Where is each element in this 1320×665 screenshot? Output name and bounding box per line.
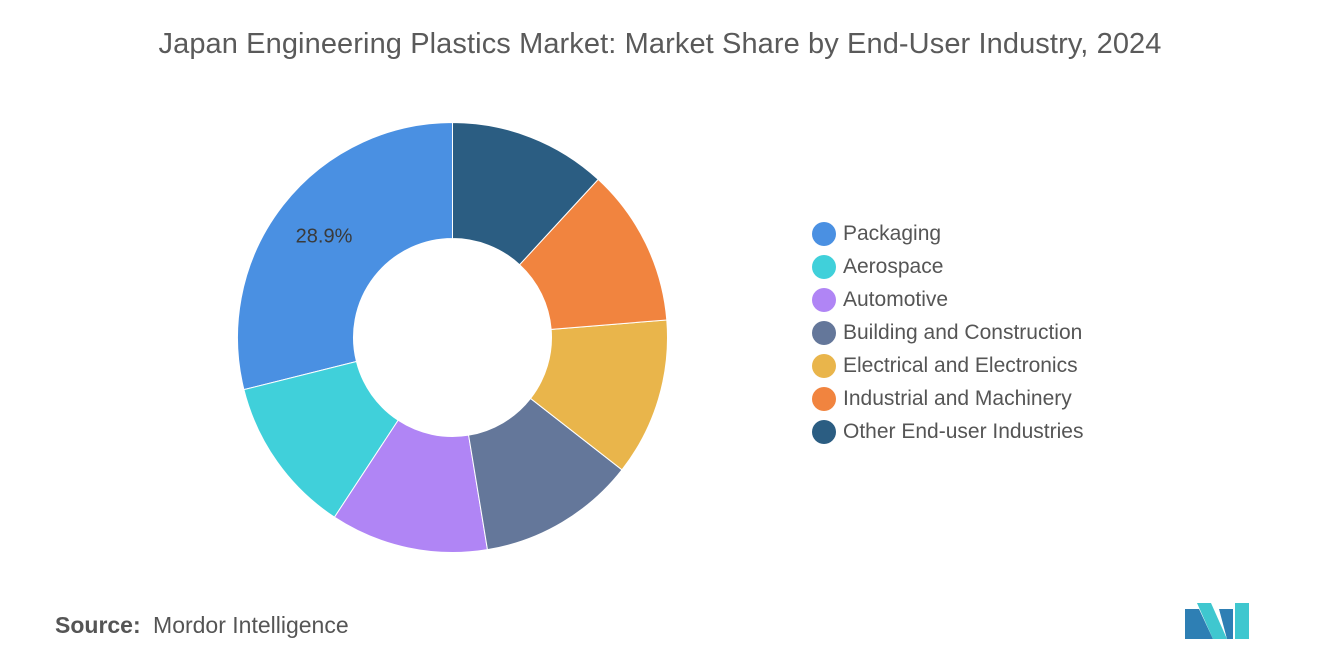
legend-label: Industrial and Machinery xyxy=(843,386,1072,410)
mordor-intelligence-logo xyxy=(1185,603,1249,639)
legend-swatch xyxy=(812,254,836,279)
legend-swatch xyxy=(812,386,836,411)
donut-chart: 28.9% xyxy=(237,121,668,553)
slice-other-end-user-industries xyxy=(452,121,599,266)
legend-label: Building and Construction xyxy=(843,320,1083,344)
legend-item-packaging: Packaging xyxy=(812,217,1083,250)
legend-label: Automotive xyxy=(843,287,949,311)
legend-swatch xyxy=(812,287,836,312)
legend-swatch xyxy=(812,320,836,345)
slice-packaging xyxy=(237,121,453,391)
data-label-packaging: 28.9% xyxy=(296,225,353,247)
legend-swatch xyxy=(812,221,836,246)
legend-label: Aerospace xyxy=(843,254,944,278)
legend-item-building-and-construction: Building and Construction xyxy=(812,316,1083,349)
source-note: Source: Mordor Intelligence xyxy=(55,612,349,639)
source-value: Mordor Intelligence xyxy=(153,612,349,638)
chart-legend: Packaging Aerospace Automotive Building and… xyxy=(812,217,1083,448)
legend-swatch xyxy=(812,353,836,378)
chart-title: Japan Engineering Plastics Market: Marke… xyxy=(158,28,1162,60)
legend-swatch xyxy=(812,419,836,444)
legend-item-aerospace: Aerospace xyxy=(812,250,1083,283)
legend-label: Other End-user Industries xyxy=(843,419,1084,443)
slice-industrial-and-machinery xyxy=(518,178,668,330)
slice-electrical-and-electronics xyxy=(529,319,668,471)
legend-label: Electrical and Electronics xyxy=(843,353,1078,377)
legend-item-automotive: Automotive xyxy=(812,283,1083,316)
source-key: Source: xyxy=(55,612,141,638)
legend-label: Packaging xyxy=(843,221,942,245)
legend-item-other-end-user-industries: Other End-user Industries xyxy=(812,415,1083,448)
slice-automotive xyxy=(333,419,489,553)
legend-item-electrical-and-electronics: Electrical and Electronics xyxy=(812,349,1083,382)
slice-building-and-construction xyxy=(468,397,623,551)
legend-item-industrial-and-machinery: Industrial and Machinery xyxy=(812,382,1083,415)
